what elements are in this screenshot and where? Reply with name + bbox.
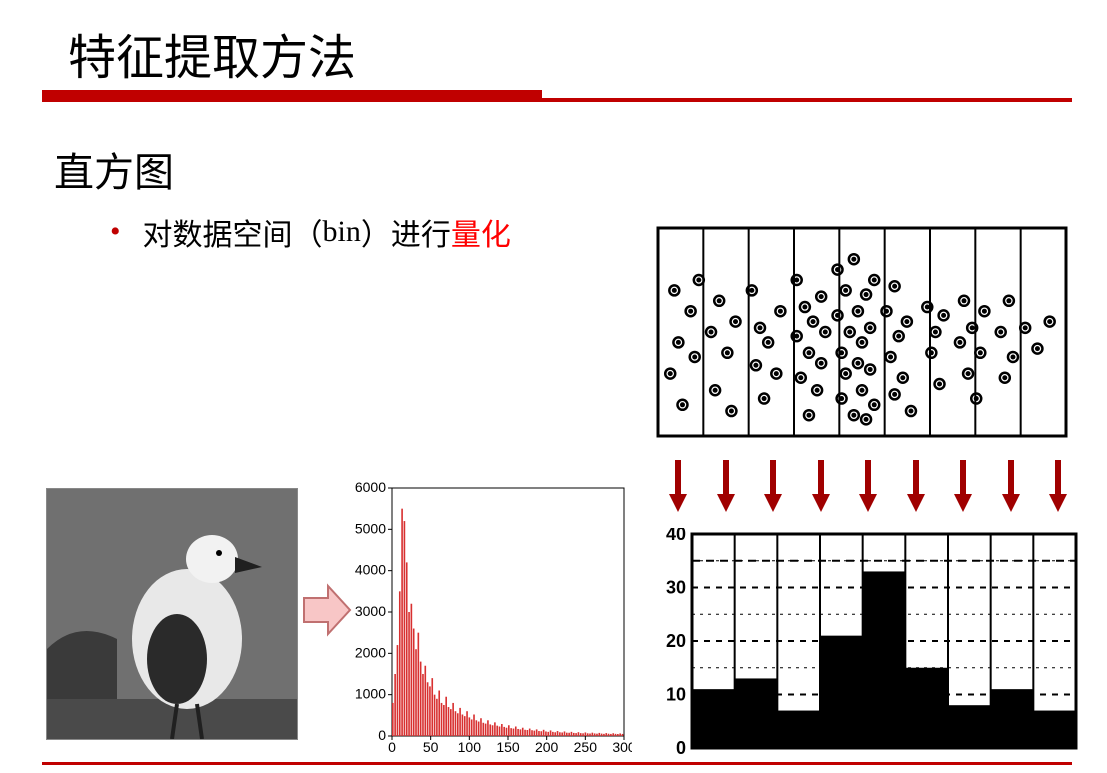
bullet-text-bin: bin — [323, 215, 361, 249]
slide-title: 特征提取方法 — [68, 18, 356, 88]
bin-bar-histogram: 0 10 20 30 40 — [652, 528, 1080, 754]
svg-text:2000: 2000 — [355, 644, 386, 660]
bullet-text-pre: 对数据空间（ — [143, 210, 323, 254]
svg-text:200: 200 — [535, 739, 559, 755]
down-arrow-icon — [906, 458, 926, 514]
scatter-bins — [652, 222, 1072, 442]
svg-text:5000: 5000 — [355, 520, 386, 536]
down-arrow-icon — [811, 458, 831, 514]
title-underline-thin — [42, 98, 1072, 102]
down-arrow-icon — [763, 458, 783, 514]
svg-text:10: 10 — [666, 685, 686, 705]
bird-photo — [46, 488, 298, 740]
svg-text:3000: 3000 — [355, 603, 386, 619]
svg-text:300: 300 — [612, 739, 632, 755]
bullet-text-highlight: 量化 — [451, 210, 511, 254]
down-arrow-icon — [1001, 458, 1021, 514]
svg-text:250: 250 — [574, 739, 598, 755]
bottom-rule — [42, 762, 1072, 765]
down-arrow-icon — [1048, 458, 1068, 514]
down-arrow-icon — [953, 458, 973, 514]
down-arrows-row — [668, 458, 1068, 518]
svg-text:150: 150 — [496, 739, 520, 755]
svg-text:1000: 1000 — [355, 686, 386, 702]
svg-text:40: 40 — [666, 528, 686, 544]
svg-text:0: 0 — [378, 727, 386, 743]
svg-text:20: 20 — [666, 631, 686, 651]
svg-text:0: 0 — [388, 739, 396, 755]
arrow-right-icon — [302, 580, 352, 640]
svg-text:50: 50 — [423, 739, 439, 755]
down-arrow-icon — [858, 458, 878, 514]
svg-text:0: 0 — [676, 738, 686, 754]
bullet-dot-icon: • — [110, 217, 121, 247]
bullet-line: • 对数据空间（ bin ）进行 量化 — [110, 210, 511, 254]
bullet-text-mid: ）进行 — [361, 210, 451, 254]
svg-text:6000: 6000 — [355, 479, 386, 495]
intensity-histogram: 0 1000 2000 3000 4000 5000 6000 0 50 100 150 200 250… — [352, 478, 632, 758]
down-arrow-icon — [716, 458, 736, 514]
svg-text:30: 30 — [666, 578, 686, 598]
down-arrow-icon — [668, 458, 688, 514]
svg-text:4000: 4000 — [355, 562, 386, 578]
subheading: 直方图 — [54, 140, 174, 198]
svg-text:100: 100 — [458, 739, 482, 755]
